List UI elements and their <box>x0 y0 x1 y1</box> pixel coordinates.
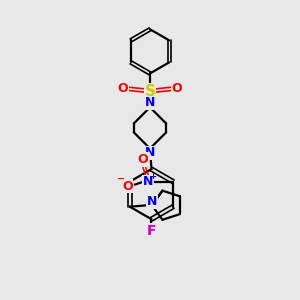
Text: N: N <box>145 96 155 110</box>
Text: O: O <box>172 82 182 95</box>
Text: O: O <box>137 153 148 166</box>
Text: N: N <box>147 195 157 208</box>
Text: N: N <box>145 146 155 159</box>
Text: +: + <box>149 172 156 181</box>
Text: N: N <box>143 175 153 188</box>
Text: O: O <box>122 180 133 193</box>
Text: −: − <box>117 174 125 184</box>
Text: F: F <box>147 224 156 238</box>
Text: O: O <box>118 82 128 95</box>
Text: S: S <box>145 84 155 99</box>
